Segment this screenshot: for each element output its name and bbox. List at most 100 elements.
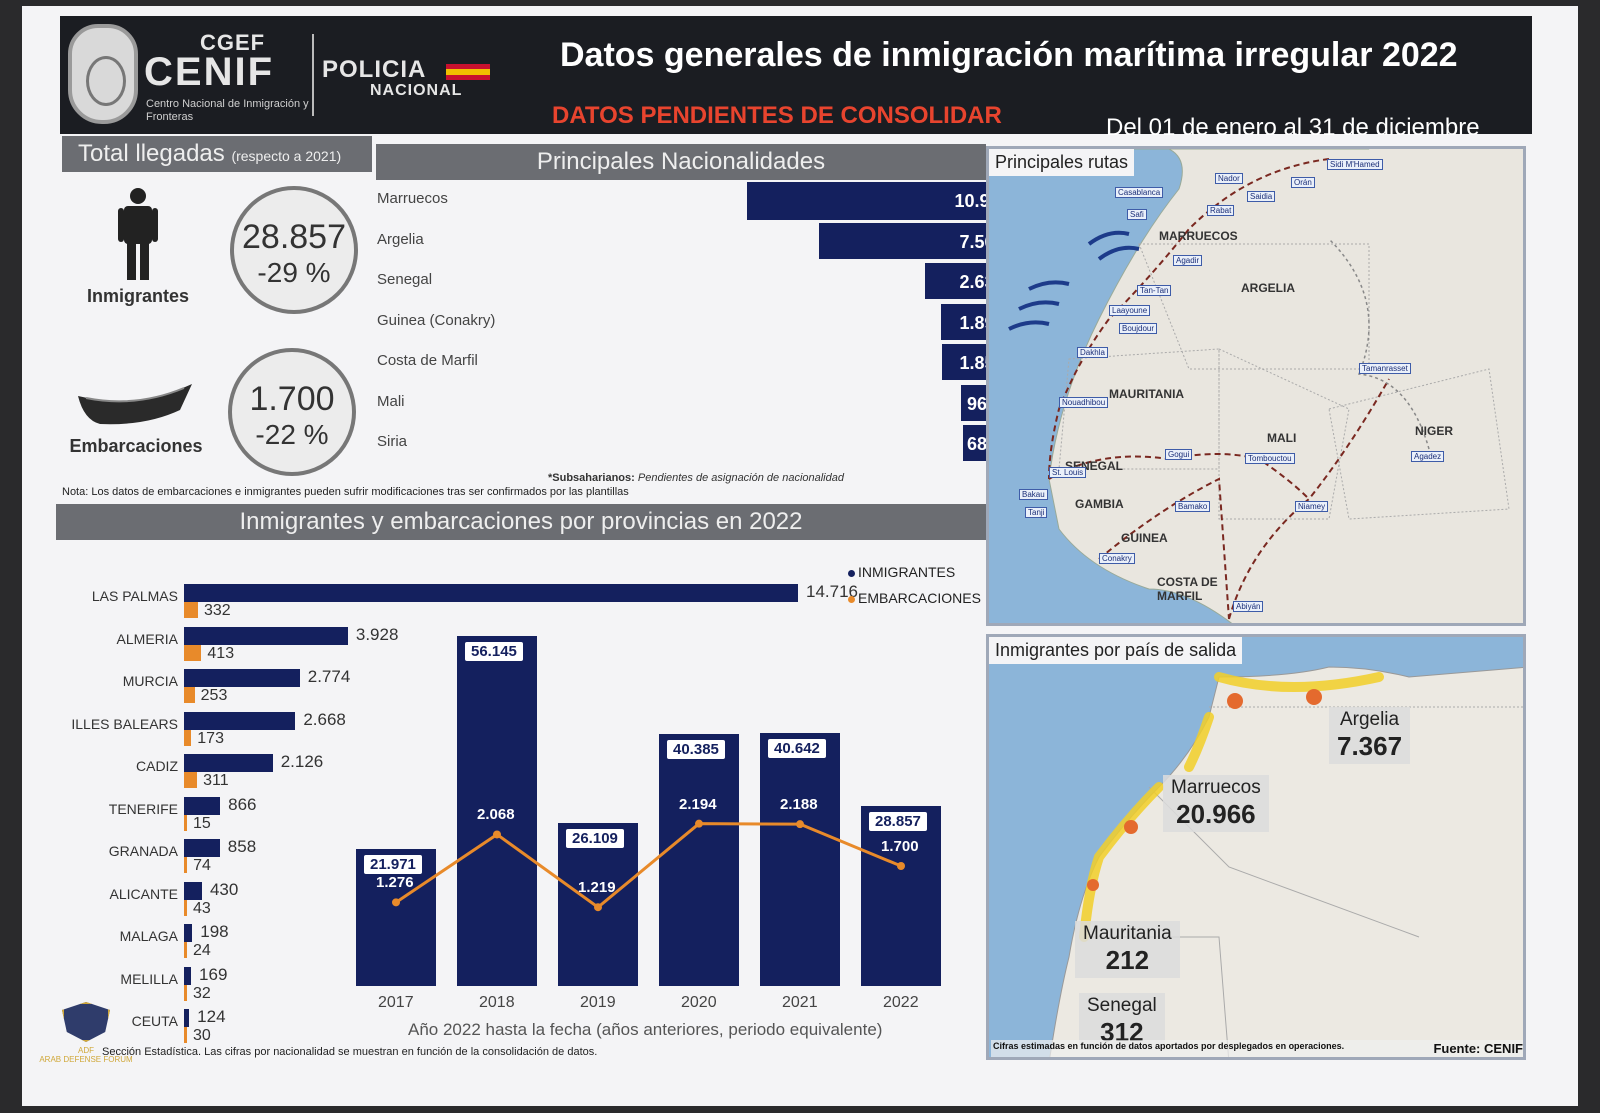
province-boats-bar — [184, 814, 187, 831]
org-subtitle: Centro Nacional de Inmigración y Fronter… — [146, 98, 309, 123]
boats-label: Embarcaciones — [69, 436, 203, 456]
province-name: LAS PALMAS — [91, 588, 178, 604]
province-boats-value: 74 — [193, 857, 211, 874]
legend-boats-dot — [848, 595, 855, 603]
province-immigrants-value: 866 — [228, 794, 257, 814]
province-immigrants-bar — [184, 796, 221, 815]
forum-watermark: ADF ARAB DEFENSE FORUM — [26, 1002, 146, 1064]
province-immigrants-bar — [184, 924, 193, 942]
city-label: Tan-Tan — [1137, 285, 1172, 296]
region-label: NIGER — [1415, 424, 1454, 438]
nationality-name: Siria — [377, 433, 408, 450]
city-label: St. Louis — [1049, 467, 1087, 478]
nationality-name: Marruecos — [377, 190, 448, 207]
immigrants-label: Inmigrantes — [86, 286, 190, 306]
province-boats-bar — [184, 857, 188, 873]
year-label: 2018 — [479, 994, 515, 1011]
province-immigrants-value: 14.716 — [806, 582, 858, 601]
infographic-screen: CGEF CENIF Centro Nacional de Inmigració… — [22, 6, 1578, 1106]
province-name: MELILLA — [120, 970, 178, 987]
region-label: GUINEA — [1121, 531, 1168, 545]
region-label: ARGELIA — [1241, 281, 1295, 295]
province-immigrants-value: 198 — [200, 922, 229, 941]
departure-map-footnote: Cifras estimadas en función de datos apo… — [991, 1040, 1523, 1057]
province-immigrants-bar — [184, 1009, 190, 1027]
legend-boats-label: EMBARCACIONES — [858, 590, 981, 606]
departure-map: Inmigrantes por país de salida Argelia 7… — [986, 634, 1526, 1060]
city-label: Laayoune — [1109, 305, 1151, 316]
nationality-row: Marruecos 10.929 — [377, 182, 1217, 220]
province-boats-bar — [184, 772, 198, 788]
province-immigrants-value: 2.126 — [280, 752, 324, 771]
nationality-row: Siria 680 — [377, 425, 1001, 463]
boats-total: 1.700 — [249, 380, 335, 418]
province-immigrants-value: 2.668 — [303, 709, 346, 729]
province-name: CEUTA — [131, 1013, 178, 1029]
city-label: Rabat — [1207, 205, 1235, 216]
totals-tab-sub: (respecto a 2021) — [231, 148, 342, 164]
org-name: CENIF — [144, 50, 274, 94]
city-label: Saidia — [1247, 191, 1276, 202]
city-label: Tanji — [1025, 507, 1048, 518]
year-boats-value: 2.188 — [780, 796, 818, 814]
legend-immigrants-label: INMIGRANTES — [858, 564, 956, 580]
province-row: CEUTA 124 30 — [48, 1007, 868, 1047]
boats-kpi: 1.700 -22 % — [228, 348, 356, 476]
nationalities-note-bold: *Subsaharianos: — [548, 472, 635, 484]
nationality-name: Senegal — [377, 271, 433, 288]
province-immigrants-value: 430 — [209, 879, 239, 899]
province-name: CADIZ — [136, 758, 178, 774]
year-bar — [659, 734, 739, 986]
nationality-name: Guinea (Conakry) — [377, 311, 496, 329]
provinces-legend: INMIGRANTES EMBARCACIONES — [848, 564, 981, 616]
province-row: ALICANTE 430 43 — [48, 880, 868, 920]
province-row: TENERIFE 866 15 — [48, 795, 868, 835]
region-label: COSTA DE MARFIL — [1157, 575, 1218, 603]
year-boats-value: 2.068 — [477, 806, 515, 824]
city-label: Orán — [1291, 177, 1315, 188]
departure-country-value: 20.966 — [1176, 799, 1256, 829]
province-boats-bar — [184, 1027, 187, 1043]
year-boats-value: 1.276 — [376, 874, 414, 892]
province-boats-bar — [184, 942, 187, 958]
province-immigrants-bar — [184, 754, 273, 772]
province-immigrants-value: 3.928 — [355, 624, 399, 644]
departure-country-name: Argelia — [1339, 709, 1400, 730]
province-boats-value: 32 — [193, 984, 211, 1002]
routes-map-title: Principales rutas — [989, 149, 1135, 176]
header-banner: CGEF CENIF Centro Nacional de Inmigració… — [60, 16, 1532, 141]
province-boats-value: 43 — [193, 899, 211, 917]
region-label: GAMBIA — [1075, 497, 1124, 511]
city-label: Bamako — [1175, 501, 1211, 512]
city-label: Nouadhibou — [1059, 397, 1109, 408]
city-label: Agadir — [1173, 255, 1203, 266]
year-label: 2017 — [378, 994, 414, 1011]
departure-country-name: Senegal — [1087, 995, 1157, 1016]
page-title: Datos generales de inmigración marítima … — [560, 36, 1458, 74]
province-immigrants-bar — [184, 584, 798, 602]
province-boats-bar — [184, 729, 192, 746]
province-boats-value: 332 — [204, 602, 231, 619]
region-label: MAURITANIA — [1109, 387, 1185, 401]
year-boats-value: 2.194 — [679, 795, 717, 813]
year-boats-value: 1.700 — [881, 838, 919, 855]
year-bar — [861, 806, 941, 986]
province-boats-value: 311 — [203, 772, 229, 789]
year-label: 2020 — [681, 994, 717, 1011]
nationality-row: Guinea (Conakry) 1.894 — [377, 303, 1023, 342]
nationality-row: Senegal 2.634 — [377, 263, 1039, 301]
spain-flag-icon — [446, 64, 490, 80]
province-name: ILLES BALEARS — [71, 715, 178, 732]
province-name: MURCIA — [122, 673, 178, 689]
boat-icon — [78, 384, 192, 425]
legend-immigrants: INMIGRANTES — [848, 564, 981, 580]
routes-map: Principales rutas MARRUECOS ARGELIA MAUR… — [986, 146, 1526, 626]
province-row: ALMERIA 3.928 413 — [48, 625, 868, 665]
province-immigrants-bar — [184, 669, 300, 687]
departure-country-name: Mauritania — [1083, 923, 1172, 944]
city-label: Conakry — [1099, 553, 1135, 564]
nationality-name: Argelia — [377, 230, 424, 248]
org-short: CGEF — [200, 30, 266, 55]
province-boats-bar — [184, 644, 202, 661]
legend-boats: EMBARCACIONES — [848, 590, 981, 606]
